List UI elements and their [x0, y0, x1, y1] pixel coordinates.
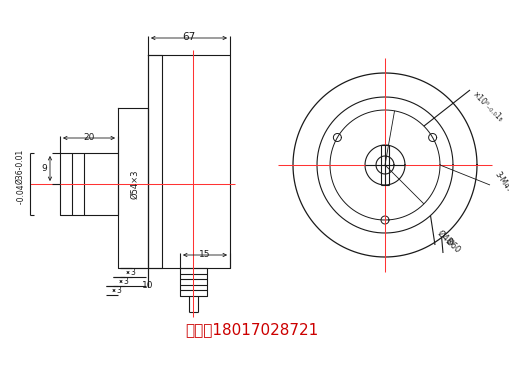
Text: 3: 3	[130, 268, 135, 277]
Text: ×10⁰₋₀.₀1₈: ×10⁰₋₀.₀1₈	[471, 90, 505, 124]
Text: Ø36-0.01: Ø36-0.01	[15, 149, 24, 184]
Text: 3: 3	[123, 277, 128, 286]
Text: 67: 67	[182, 32, 195, 42]
Text: Ø54×3: Ø54×3	[130, 169, 139, 199]
Text: Ø48: Ø48	[435, 229, 454, 247]
Text: 3-M4×0: 3-M4×0	[493, 170, 509, 200]
Text: 20: 20	[83, 133, 95, 142]
Text: 手机：18017028721: 手机：18017028721	[185, 322, 319, 337]
Text: -0.04: -0.04	[17, 184, 26, 216]
Text: 3: 3	[116, 286, 121, 295]
Text: Ø60: Ø60	[443, 237, 462, 255]
Text: 9: 9	[41, 164, 47, 173]
Text: 10: 10	[142, 281, 154, 290]
Text: 15: 15	[199, 250, 211, 259]
